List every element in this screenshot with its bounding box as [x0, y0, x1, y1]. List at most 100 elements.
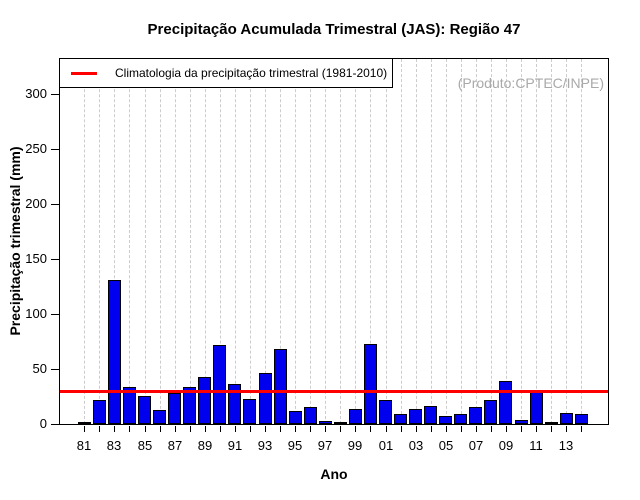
gridline	[280, 59, 282, 424]
x-tick-label: 83	[106, 438, 122, 453]
bar-2010	[515, 420, 528, 424]
x-tick-label: 89	[197, 438, 213, 453]
y-tick	[51, 314, 59, 315]
x-tick	[325, 426, 326, 432]
y-tick	[51, 149, 59, 150]
bar-1993	[259, 373, 272, 424]
y-tick	[51, 94, 59, 95]
x-tick	[175, 426, 176, 432]
x-tick-label: 97	[317, 438, 333, 453]
bar-1999	[349, 409, 362, 424]
gridline	[204, 59, 206, 424]
bar-1981	[78, 422, 91, 424]
gridline	[129, 59, 131, 424]
bar-1992	[243, 399, 256, 424]
x-tick-label: 11	[529, 438, 543, 453]
gridline	[566, 59, 568, 424]
x-tick-label: 85	[137, 438, 153, 453]
y-axis-label: Precipitação trimestral (mm)	[7, 146, 23, 336]
bar-1990	[213, 345, 226, 424]
plot-area: (Produto:CPTEC/INPE) Climatologia da pre…	[59, 58, 609, 425]
bar-1998	[334, 422, 347, 424]
gridline	[174, 59, 176, 424]
x-tick	[355, 426, 356, 432]
gridline	[189, 59, 191, 424]
gridline	[490, 59, 492, 424]
x-tick	[340, 426, 341, 432]
bar-2000	[364, 344, 377, 424]
y-tick-label: 250	[25, 141, 47, 156]
gridline	[581, 59, 583, 424]
gridline	[430, 59, 432, 424]
climatology-line	[60, 390, 608, 393]
bar-2014	[575, 414, 588, 424]
gridline	[385, 59, 387, 424]
bar-1982	[93, 400, 106, 424]
bar-2009	[499, 381, 512, 424]
y-tick	[51, 424, 59, 425]
gridline	[144, 59, 146, 424]
gridline	[219, 59, 221, 424]
gridline	[400, 59, 402, 424]
bar-1987	[168, 393, 181, 424]
x-tick	[551, 426, 552, 432]
x-tick	[160, 426, 161, 432]
chart-title: Precipitação Acumulada Trimestral (JAS):…	[147, 21, 521, 38]
gridline	[445, 59, 447, 424]
x-tick-label: 09	[498, 438, 514, 453]
x-tick-label: 91	[227, 438, 243, 453]
bar-2012	[545, 422, 558, 424]
gridline	[99, 59, 101, 424]
bar-1997	[319, 421, 332, 424]
x-tick-label: 95	[287, 438, 303, 453]
bar-2007	[469, 407, 482, 424]
x-tick	[190, 426, 191, 432]
x-tick	[491, 426, 492, 432]
x-tick-label: 93	[257, 438, 273, 453]
watermark-label: (Produto:CPTEC/INPE)	[457, 75, 604, 91]
x-tick	[114, 426, 115, 432]
y-tick	[51, 204, 59, 205]
x-tick	[280, 426, 281, 432]
x-tick-label: 87	[167, 438, 183, 453]
gridline	[415, 59, 417, 424]
gridline	[159, 59, 161, 424]
y-tick	[51, 259, 59, 260]
x-tick	[521, 426, 522, 432]
bar-2001	[379, 400, 392, 424]
x-axis-label: Ano	[320, 466, 348, 482]
bar-2003	[409, 409, 422, 424]
y-tick-label: 300	[25, 86, 47, 101]
bar-1996	[304, 407, 317, 424]
x-tick	[566, 426, 567, 432]
gridline	[521, 59, 523, 424]
bar-1985	[138, 396, 151, 424]
y-tick-label: 100	[25, 306, 47, 321]
legend-label: Climatologia da precipitação trimestral …	[115, 66, 388, 80]
gridline	[249, 59, 251, 424]
gridline	[370, 59, 372, 424]
x-tick-label: 99	[347, 438, 363, 453]
x-tick-label: 13	[558, 438, 574, 453]
x-tick-label: 03	[408, 438, 424, 453]
y-tick	[51, 369, 59, 370]
x-tick-label: 81	[76, 438, 92, 453]
gridline	[536, 59, 538, 424]
x-tick	[476, 426, 477, 432]
bar-1995	[289, 411, 302, 424]
gridline	[84, 59, 86, 424]
bar-1988	[183, 387, 196, 424]
legend-box: Climatologia da precipitação trimestral …	[59, 58, 393, 88]
x-tick	[431, 426, 432, 432]
y-tick-label: 200	[25, 196, 47, 211]
bar-1991	[228, 384, 241, 424]
bar-2002	[394, 414, 407, 424]
bar-2004	[424, 406, 437, 424]
x-tick	[265, 426, 266, 432]
gridline	[505, 59, 507, 424]
x-tick	[250, 426, 251, 432]
x-tick	[145, 426, 146, 432]
plot-layers	[60, 59, 608, 424]
legend-line-sample	[71, 71, 97, 75]
gridline	[114, 59, 116, 424]
